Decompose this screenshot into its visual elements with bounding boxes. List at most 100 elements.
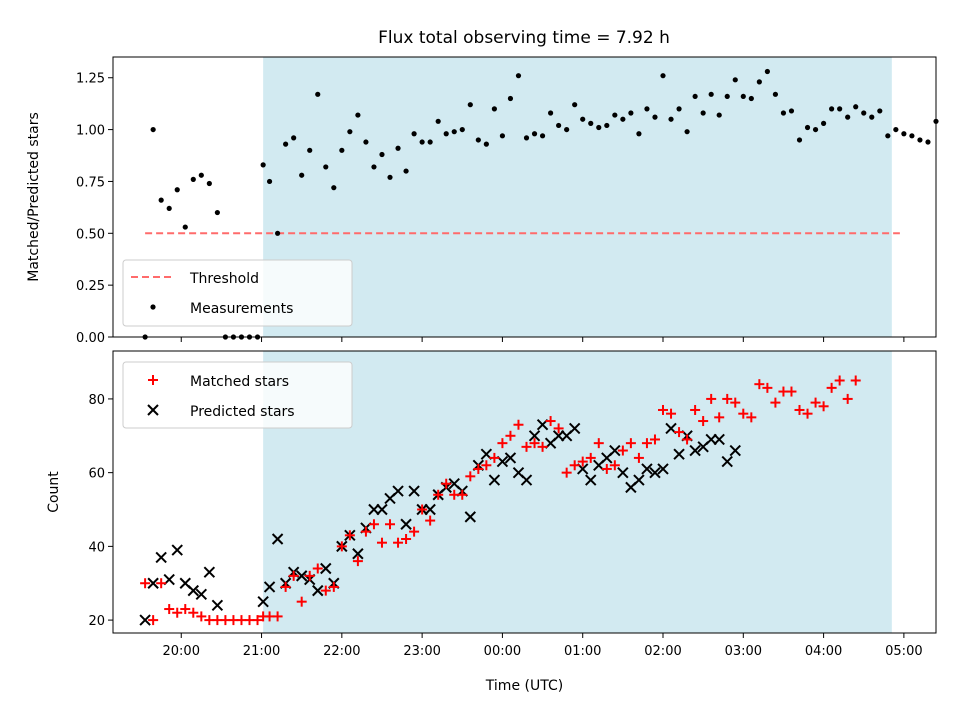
predicted-point bbox=[408, 485, 420, 497]
legend-predicted-swatch bbox=[147, 404, 159, 416]
measurement-point bbox=[158, 197, 164, 203]
measurement-point bbox=[499, 133, 506, 139]
matched-point bbox=[738, 408, 749, 419]
ratio-y-ticks: 0.00 0.25 0.50 0.75 1.00 1.25 bbox=[76, 72, 113, 346]
measurement-point bbox=[198, 172, 204, 178]
count-x-tick-label: 01:00 bbox=[564, 644, 601, 659]
measurement-point bbox=[869, 114, 875, 120]
measurement-point bbox=[861, 110, 867, 116]
matched-point bbox=[609, 460, 620, 471]
measurement-point bbox=[780, 110, 787, 116]
matched-point bbox=[457, 489, 468, 500]
predicted-point bbox=[257, 595, 269, 608]
matched-point bbox=[489, 452, 500, 463]
predicted-point bbox=[211, 599, 224, 612]
matched-point bbox=[585, 452, 596, 463]
matched-point bbox=[569, 460, 580, 471]
measurement-point bbox=[909, 133, 915, 139]
ratio-y-tick-label: 0.00 bbox=[76, 331, 105, 346]
predicted-point bbox=[488, 474, 501, 486]
matched-point bbox=[513, 419, 524, 430]
ratio-y-tick-label: 1.00 bbox=[76, 124, 105, 139]
measurement-point bbox=[804, 124, 811, 131]
measurement-point bbox=[580, 116, 586, 122]
matched-point bbox=[577, 456, 588, 467]
matched-point bbox=[826, 382, 837, 393]
measurement-point bbox=[885, 133, 891, 139]
matched-point bbox=[810, 397, 821, 408]
measurement-point bbox=[724, 93, 730, 100]
measurement-point bbox=[403, 168, 409, 174]
count-y-axis-label: Count bbox=[46, 471, 62, 513]
matched-point bbox=[401, 534, 412, 544]
measurement-point bbox=[531, 131, 538, 137]
measurement-point bbox=[772, 91, 779, 97]
legend-measurements-swatch bbox=[150, 304, 156, 310]
measurement-point bbox=[507, 95, 514, 102]
predicted-point bbox=[352, 548, 364, 560]
predicted-point bbox=[617, 466, 629, 479]
measurement-point bbox=[451, 129, 457, 135]
x-axis-label: Time (UTC) bbox=[485, 678, 563, 694]
matched-point bbox=[802, 408, 813, 419]
matched-point bbox=[465, 471, 476, 482]
matched-point bbox=[529, 438, 540, 449]
predicted-point bbox=[271, 533, 284, 545]
count-y-ticks: 20 40 60 80 bbox=[88, 393, 113, 629]
matched-point bbox=[441, 478, 452, 489]
matched-stars-points bbox=[140, 375, 861, 626]
measurement-point bbox=[539, 133, 546, 139]
predicted-point bbox=[721, 455, 733, 468]
matched-point bbox=[252, 615, 263, 626]
predicted-point bbox=[147, 577, 159, 589]
predicted-point bbox=[641, 463, 653, 475]
count-x-tick-label: 23:00 bbox=[403, 644, 440, 659]
measurement-point bbox=[732, 77, 738, 83]
matched-point bbox=[537, 441, 548, 452]
count-y-tick-label: 40 bbox=[88, 540, 105, 555]
measurement-point bbox=[190, 176, 196, 182]
measurement-point bbox=[748, 95, 754, 102]
predicted-point bbox=[424, 503, 436, 516]
measurement-point bbox=[740, 93, 746, 100]
chart-title: Flux total observing time = 7.92 h bbox=[378, 28, 670, 48]
matched-point bbox=[172, 607, 183, 618]
measurement-point bbox=[877, 108, 883, 114]
measurement-point bbox=[829, 106, 835, 112]
measurement-point bbox=[419, 139, 425, 145]
measurement-point bbox=[395, 145, 401, 151]
matched-point bbox=[553, 423, 564, 434]
measurement-point bbox=[491, 106, 497, 112]
matched-point bbox=[336, 541, 347, 552]
matched-point bbox=[617, 445, 628, 456]
matched-point bbox=[140, 578, 151, 589]
measurement-point bbox=[371, 164, 377, 170]
measurement-point bbox=[475, 137, 481, 143]
measurement-point bbox=[612, 112, 618, 118]
measurement-point bbox=[917, 137, 923, 143]
matched-point bbox=[320, 585, 331, 596]
predicted-point bbox=[504, 452, 517, 464]
measurement-point bbox=[443, 131, 449, 137]
matched-point bbox=[164, 604, 175, 615]
matched-point bbox=[746, 412, 757, 423]
measurement-point bbox=[299, 172, 305, 178]
measurement-point bbox=[596, 124, 602, 131]
matched-point bbox=[417, 504, 428, 515]
measurement-point bbox=[644, 106, 650, 112]
matched-point bbox=[304, 570, 315, 581]
predicted-point bbox=[649, 466, 661, 479]
predicted-point bbox=[312, 584, 324, 597]
matched-point bbox=[433, 489, 444, 500]
predicted-point bbox=[689, 444, 701, 457]
measurement-point bbox=[620, 116, 626, 122]
measurement-point bbox=[756, 79, 762, 85]
ratio-panel: 0.00 0.25 0.50 0.75 1.00 1.25 Matched/Predict… bbox=[26, 56, 939, 346]
matched-point bbox=[296, 596, 307, 607]
measurement-point bbox=[435, 118, 441, 124]
predicted-point bbox=[392, 485, 404, 497]
predicted-point bbox=[376, 503, 388, 516]
matched-point bbox=[593, 438, 604, 449]
predicted-point bbox=[585, 474, 597, 486]
ratio-legend: Threshold Measurements bbox=[122, 259, 353, 327]
